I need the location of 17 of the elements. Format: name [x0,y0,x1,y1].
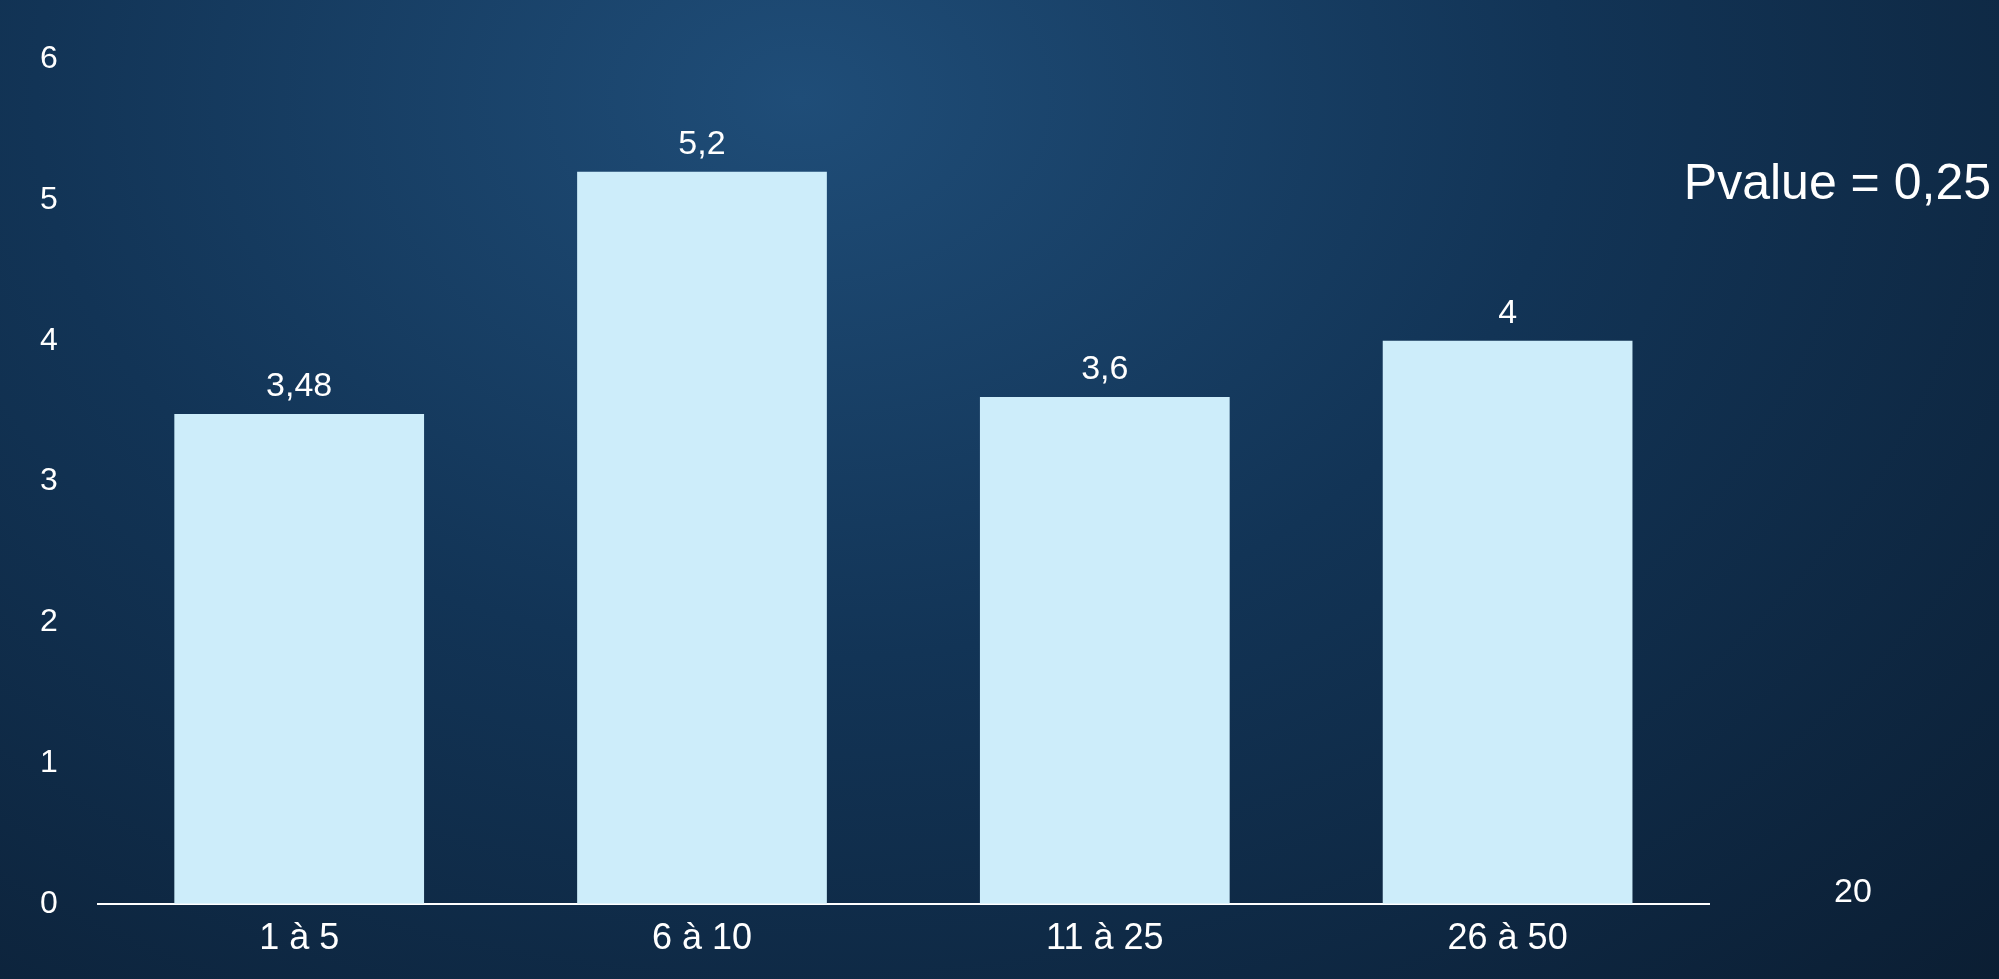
x-tick-label: 6 à 10 [651,916,753,958]
text: 20 [1834,871,1872,910]
y-tick-label: 4 [40,320,58,357]
x-tick-label: 1 à 5 [259,916,340,958]
y-tick-label: 0 [40,883,58,920]
y-tick-label: 1 [40,742,58,779]
x-tick-label: 26 à 50 [1447,916,1568,958]
y-tick-label: 3 [40,461,58,498]
data-label: 4 [1498,292,1518,331]
data-label: 3,6 [1081,348,1129,387]
data-label: 5,2 [678,123,726,162]
x-tick-label: 11 à 25 [1046,916,1164,958]
y-tick-label: 5 [40,179,58,216]
y-tick-label: 6 [40,39,58,76]
data-label: 3,48 [266,365,333,404]
y-tick-label: 2 [40,602,58,639]
annotation: Pvalue = 0,25 [1683,153,1991,210]
